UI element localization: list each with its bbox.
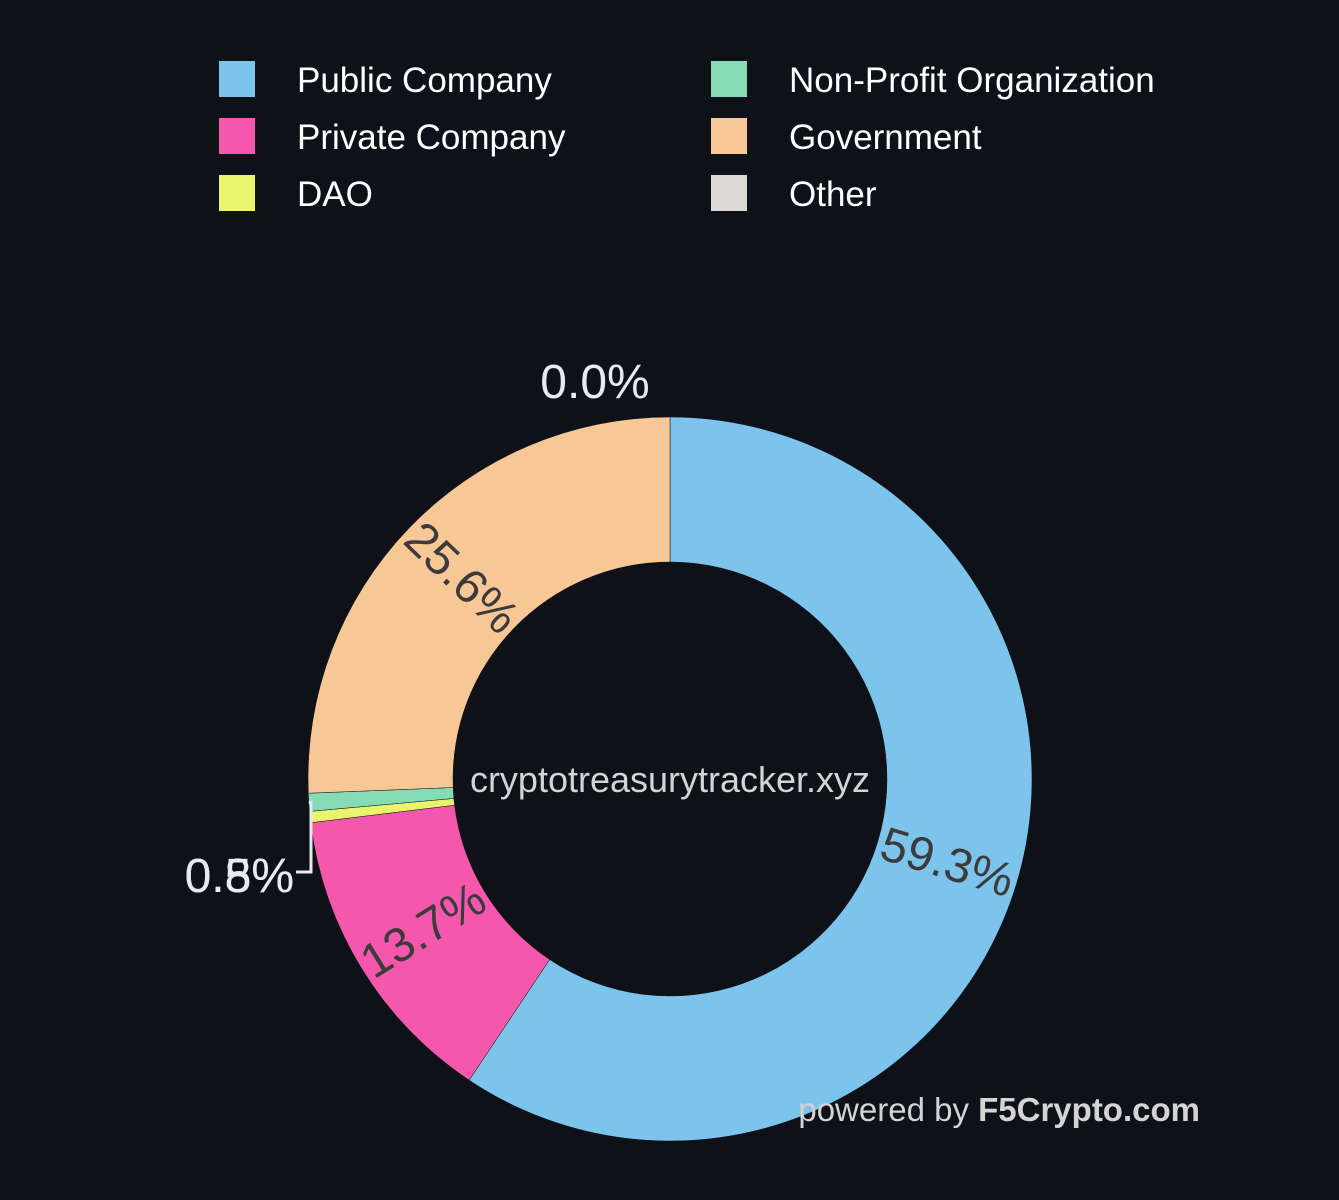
legend-swatch xyxy=(711,118,747,154)
legend-swatch xyxy=(219,175,255,211)
legend-label: Non-Profit Organization xyxy=(789,61,1155,100)
slice-government[interactable] xyxy=(307,416,671,794)
label-non-profit-organization: 0.8% xyxy=(185,850,294,903)
powered-by-prefix: powered by xyxy=(798,1091,969,1128)
legend-label: Other xyxy=(789,175,877,214)
legend-swatch xyxy=(219,61,255,97)
legend-item-other[interactable]: Other xyxy=(711,175,877,214)
legend-item-dao[interactable]: DAO xyxy=(219,175,373,214)
legend-label: Public Company xyxy=(297,61,552,100)
legend-label: Government xyxy=(789,118,982,157)
powered-by-watermark: powered by F5Crypto.com xyxy=(798,1091,1200,1128)
legend-item-government[interactable]: Government xyxy=(711,118,982,157)
legend-item-public-company[interactable]: Public Company xyxy=(219,61,552,100)
legend-swatch xyxy=(711,175,747,211)
legend-label: DAO xyxy=(297,175,373,214)
legend-item-non-profit-organization[interactable]: Non-Profit Organization xyxy=(711,61,1155,100)
label-other: 0.0% xyxy=(540,356,649,409)
legend-item-private-company[interactable]: Private Company xyxy=(219,118,566,157)
label-dao: 0.5% xyxy=(185,850,294,903)
donut-slices[interactable] xyxy=(307,416,1033,1142)
outside-labels: 0.5%0.8% 0.0% xyxy=(185,356,650,903)
legend-label: Private Company xyxy=(297,118,566,157)
legend-swatch xyxy=(219,118,255,154)
slice-public-company[interactable] xyxy=(468,416,1033,1142)
leader-line xyxy=(296,800,313,874)
center-watermark: cryptotreasurytracker.xyz xyxy=(470,759,870,800)
leader-line xyxy=(296,815,313,874)
legend[interactable]: Public Company Private Company DAO Non-Prof… xyxy=(219,61,1155,214)
legend-swatch xyxy=(711,61,747,97)
powered-by-brand: F5Crypto.com xyxy=(978,1091,1200,1128)
